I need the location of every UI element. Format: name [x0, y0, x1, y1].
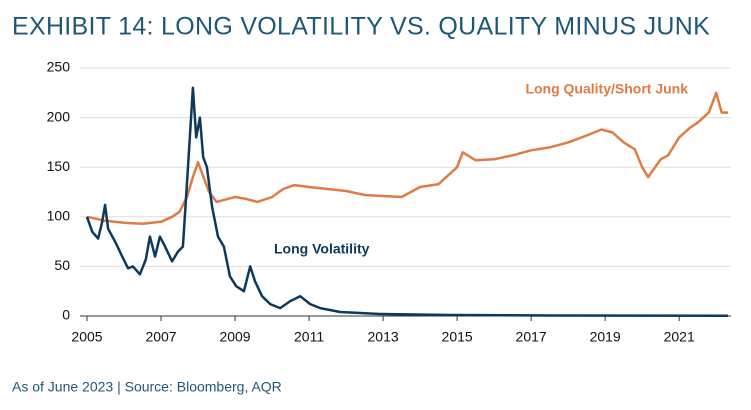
- source-note: As of June 2023 | Source: Bloomberg, AQR: [12, 379, 282, 395]
- x-tick-label: 2015: [442, 329, 473, 345]
- x-tick-label: 2011: [294, 329, 324, 345]
- chart-title: EXHIBIT 14: LONG VOLATILITY VS. QUALITY …: [12, 13, 710, 41]
- x-tick-label: 2019: [590, 329, 621, 345]
- x-tick-label: 2009: [219, 329, 250, 345]
- series-line: [86, 91, 728, 225]
- x-tick-label: 2021: [664, 329, 695, 345]
- y-tick-label: 200: [47, 108, 71, 124]
- y-tick-label: 150: [47, 158, 71, 174]
- x-tick-label: 2007: [145, 329, 176, 345]
- x-tick-label: 2017: [516, 329, 547, 345]
- series-label: Long Quality/Short Junk: [525, 81, 688, 97]
- x-tick-label: 2013: [368, 329, 399, 345]
- series-line: [85, 86, 729, 317]
- y-tick-label: 50: [54, 257, 70, 273]
- y-tick-label: 100: [47, 208, 71, 224]
- y-tick-label: 250: [47, 59, 71, 75]
- x-tick-label: 2005: [71, 329, 102, 345]
- y-tick-label: 0: [62, 307, 70, 323]
- series-label: Long Volatility: [274, 241, 370, 257]
